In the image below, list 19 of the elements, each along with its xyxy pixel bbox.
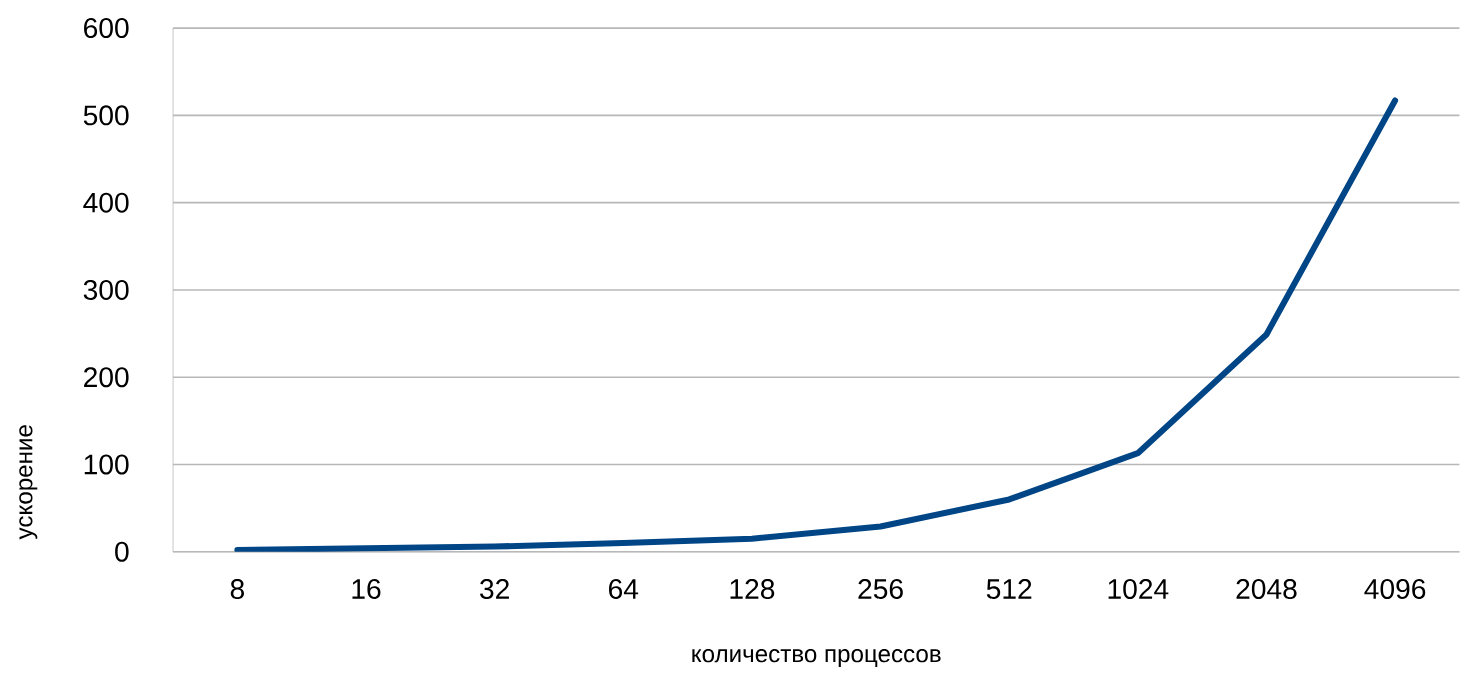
y-tick-label: 600 [84, 18, 129, 39]
x-axis-title: количество процессов [692, 649, 941, 668]
y-tick-label: 0 [115, 541, 129, 562]
x-tick-label: 8 [230, 579, 244, 600]
y-tick-label: 500 [83, 105, 129, 126]
x-tick-label: 1024 [1108, 579, 1169, 600]
y-tick-label: 100 [84, 454, 129, 475]
x-tick-label: 128 [730, 579, 775, 600]
x-tick-label: 16 [352, 579, 381, 600]
y-tick-label: 300 [83, 279, 129, 300]
x-tick-label: 32 [480, 579, 509, 600]
x-tick-label: 512 [986, 579, 1032, 600]
x-tick-label: 256 [858, 579, 903, 600]
y-axis-title: ускорение [19, 425, 38, 540]
y-tick-label: 400 [83, 192, 129, 213]
x-tick-label: 2048 [1236, 579, 1297, 600]
y-tick-label: 200 [84, 367, 129, 388]
x-tick-label: 64 [609, 579, 639, 600]
x-tick-label: 4096 [1364, 579, 1426, 600]
